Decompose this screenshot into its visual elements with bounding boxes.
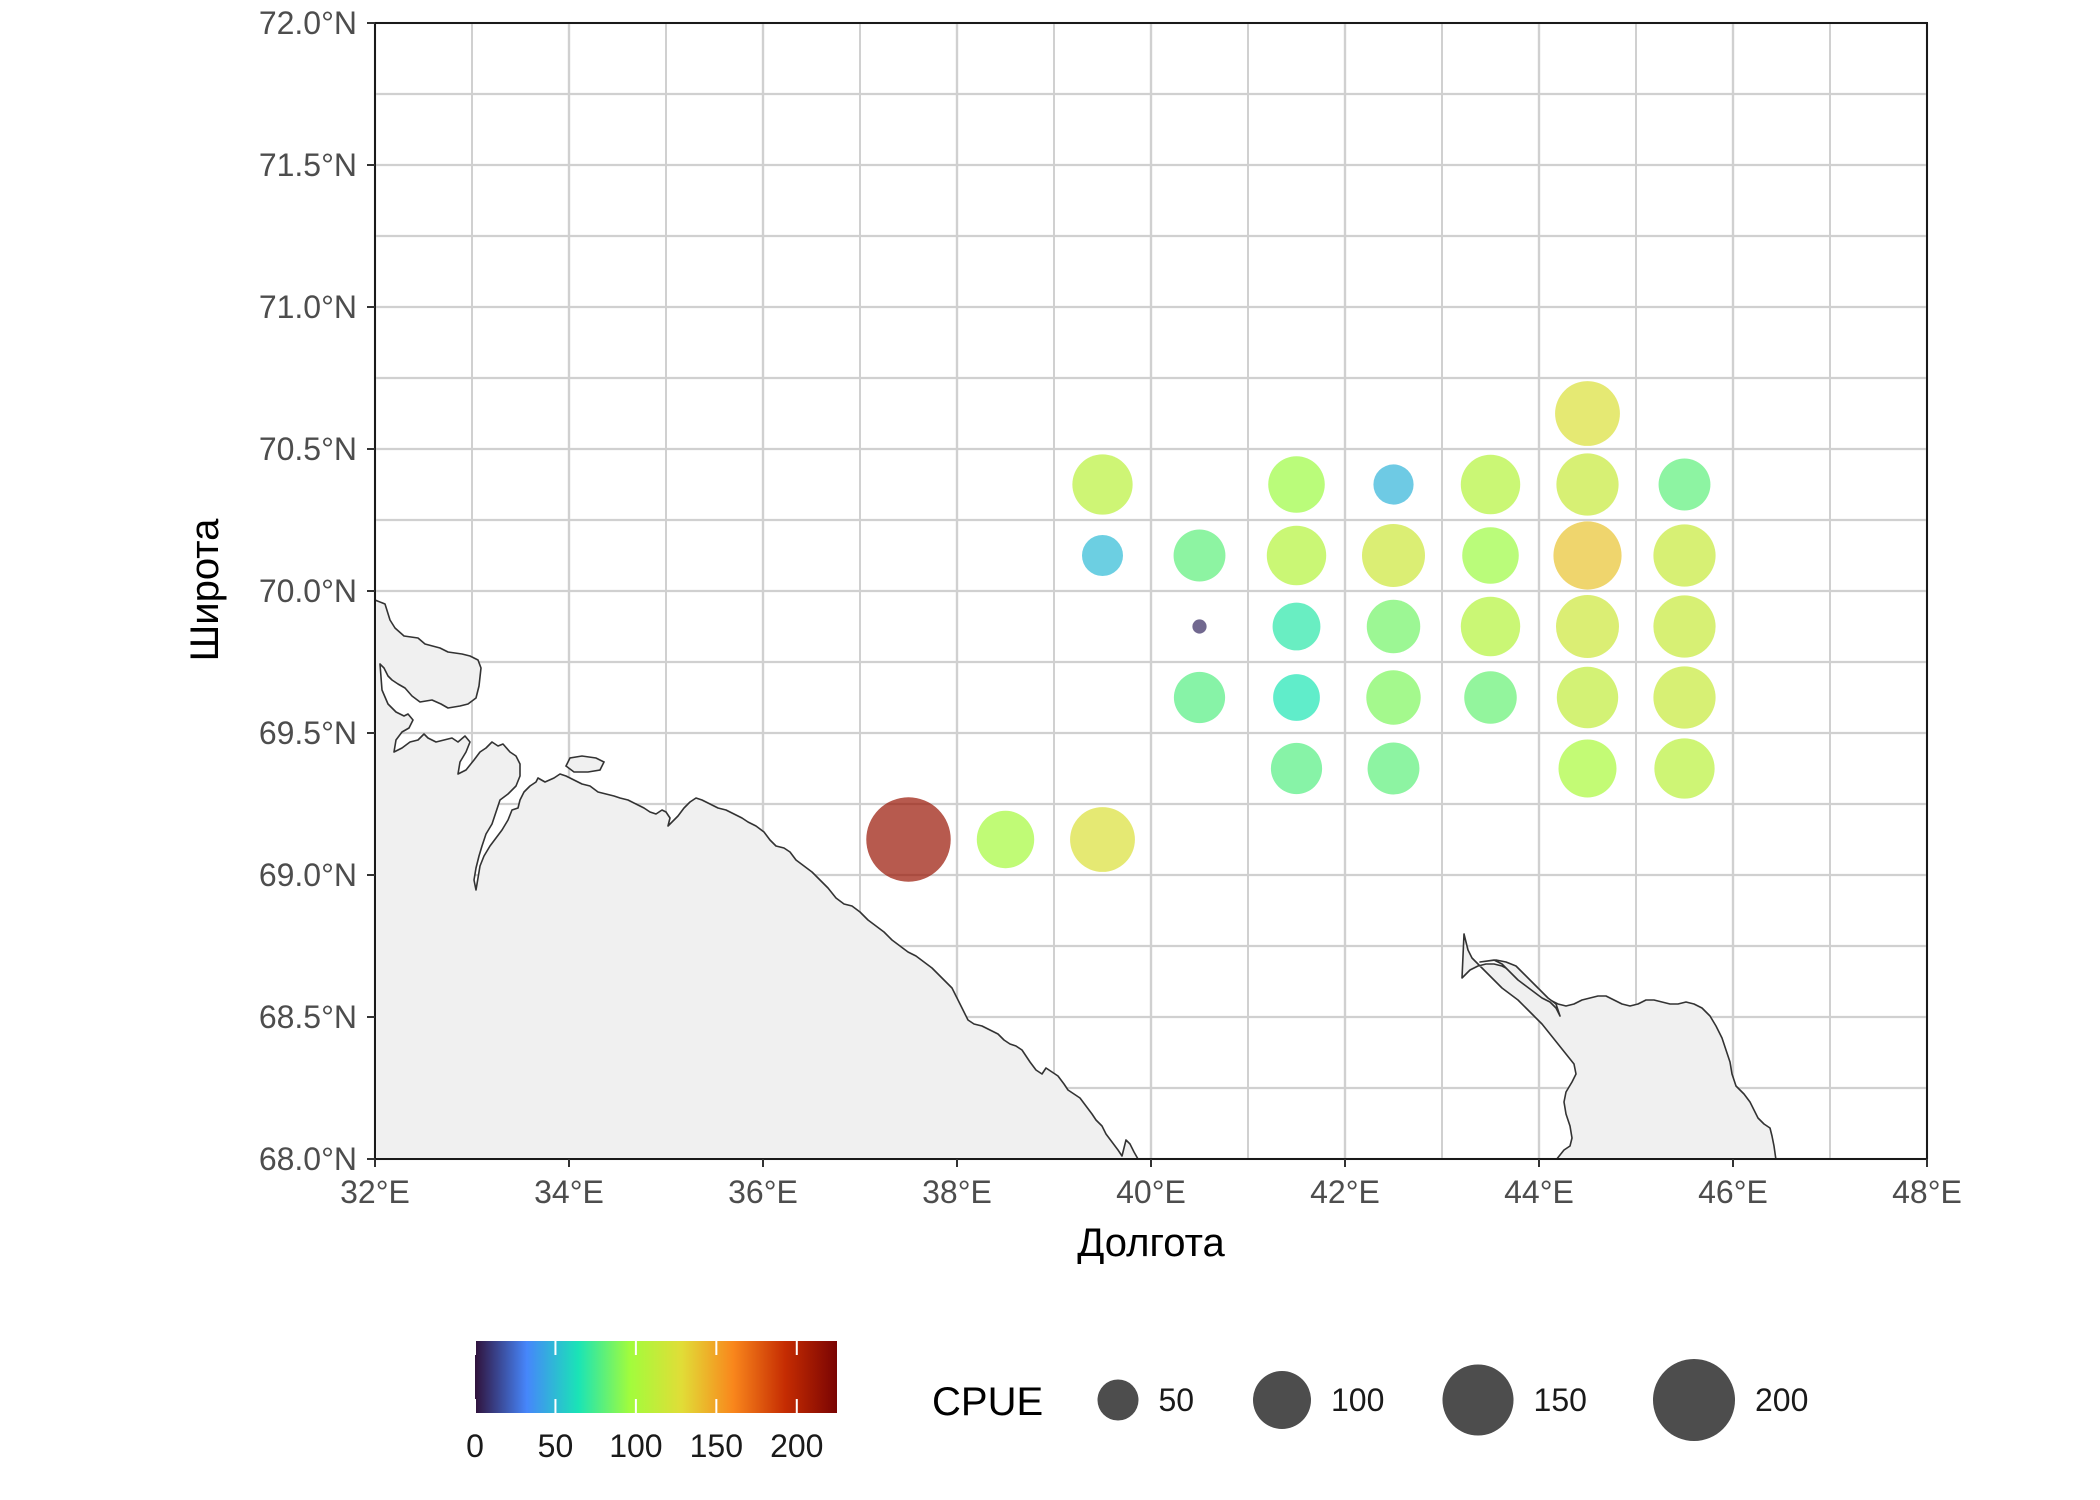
x-tick-label: 48°E: [1892, 1174, 1962, 1210]
cpue-point: [1373, 464, 1414, 505]
y-tick-label: 70.5°N: [259, 431, 357, 467]
kola-coast-land: [375, 599, 1148, 1159]
colorbar-tick-label: 50: [538, 1428, 574, 1464]
x-axis-title: Долгота: [1077, 1221, 1225, 1265]
y-tick-label: 71.5°N: [259, 147, 357, 183]
cpue-point: [1462, 527, 1519, 584]
cpue-point: [976, 810, 1035, 869]
colorbar-ticks: 0 50 100 150 200: [466, 1341, 823, 1464]
x-tick-label: 36°E: [728, 1174, 798, 1210]
cpue-point: [1272, 602, 1321, 651]
x-tick-label: 32°E: [340, 1174, 410, 1210]
cpue-point: [1553, 521, 1622, 590]
y-tick-label: 69.5°N: [259, 715, 357, 751]
x-tick-label: 42°E: [1310, 1174, 1380, 1210]
cpue-point: [866, 797, 951, 882]
size-legend: CPUE 50 100 150 200: [932, 1358, 1808, 1442]
cpue-point: [1268, 456, 1325, 513]
size-legend-key: [1652, 1358, 1736, 1442]
cpue-point: [1654, 738, 1715, 799]
size-legend-label: 50: [1159, 1382, 1195, 1418]
colorbar-tick-label: 100: [609, 1428, 662, 1464]
cpue-point: [1653, 595, 1716, 658]
y-tick-label: 72.0°N: [259, 5, 357, 41]
cpue-point: [1273, 674, 1320, 721]
cpue-point: [1556, 666, 1619, 729]
y-tick-label: 71.0°N: [259, 289, 357, 325]
size-legend-label: 150: [1534, 1382, 1587, 1418]
colorbar-tick-label: 150: [690, 1428, 743, 1464]
x-tick-label: 44°E: [1504, 1174, 1574, 1210]
kanin-peninsula-outline: [1479, 959, 1561, 1017]
cpue-point: [1366, 670, 1421, 725]
cpue-point: [1464, 671, 1517, 724]
color-legend: 0 50 100 150 200: [466, 1341, 837, 1464]
cpue-point: [1192, 619, 1207, 634]
y-tick-label: 68.5°N: [259, 999, 357, 1035]
map-panel: [373, 21, 1929, 1161]
colorbar-tick-label: 200: [770, 1428, 823, 1464]
y-tick-label: 70.0°N: [259, 573, 357, 609]
x-tick-label: 34°E: [534, 1174, 604, 1210]
land-layer: [375, 599, 1777, 1159]
cpue-point: [1366, 599, 1421, 654]
cpue-point: [1658, 458, 1711, 511]
y-tick-label: 69.0°N: [259, 857, 357, 893]
cpue-point: [1070, 807, 1135, 872]
y-axis-ticks: 68.0°N 68.5°N 69.0°N 69.5°N 70.0°N 70.5°N 71.0…: [259, 5, 375, 1177]
y-axis-title: Широта: [183, 518, 227, 661]
size-legend-key: [1253, 1371, 1311, 1429]
cpue-point: [1556, 453, 1619, 516]
colorbar-tick-label: 0: [466, 1428, 484, 1464]
island-outline: [564, 755, 606, 773]
size-legend-label: 100: [1331, 1382, 1384, 1418]
cpue-points: [866, 381, 1716, 882]
cpue-point: [1555, 594, 1620, 659]
colorbar: [475, 1341, 837, 1413]
cpue-point: [1367, 742, 1420, 795]
x-axis-ticks: 32°E 34°E 36°E 38°E 40°E 42°E 44°E 46°E 48°E: [340, 1159, 1962, 1210]
cpue-point: [1460, 454, 1521, 515]
y-tick-label: 68.0°N: [259, 1141, 357, 1177]
cpue-point: [1081, 534, 1124, 577]
cpue-point: [1361, 523, 1426, 588]
cpue-point: [1266, 525, 1327, 586]
size-legend-title: CPUE: [932, 1380, 1043, 1424]
size-legend-key: [1442, 1364, 1514, 1436]
x-tick-label: 46°E: [1698, 1174, 1768, 1210]
x-tick-label: 38°E: [922, 1174, 992, 1210]
cpue-point: [1555, 381, 1620, 446]
size-legend-key: [1097, 1379, 1139, 1421]
cpue-point: [1558, 739, 1617, 798]
cpue-point: [1653, 524, 1716, 587]
size-legend-label: 200: [1755, 1382, 1808, 1418]
cpue-point: [1173, 529, 1226, 582]
x-tick-label: 40°E: [1116, 1174, 1186, 1210]
cpue-point: [1270, 742, 1323, 795]
cpue-point: [1460, 596, 1521, 657]
size-legend-keys: 50 100 150 200: [1097, 1358, 1808, 1442]
cpue-point: [1072, 454, 1133, 515]
cpue-point: [1653, 666, 1716, 729]
cpue-point: [1173, 671, 1226, 724]
